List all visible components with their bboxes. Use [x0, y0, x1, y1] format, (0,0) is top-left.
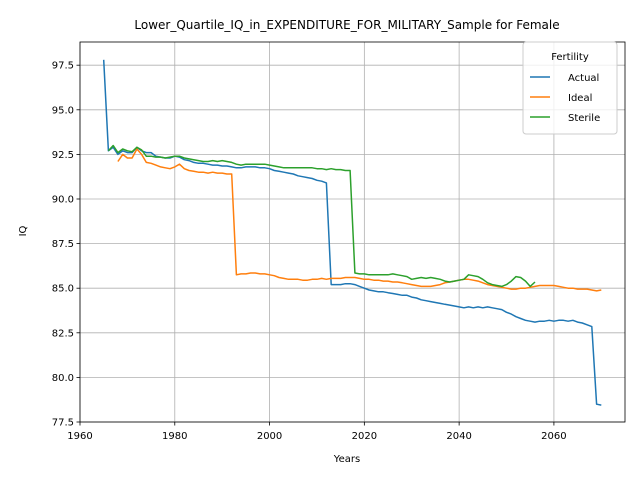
legend-label-actual: Actual — [568, 73, 599, 84]
legend: Fertility Actual Ideal Sterile — [522, 41, 618, 135]
grid — [79, 42, 625, 423]
plot-area-frame — [79, 41, 626, 423]
y-tick-label: 77.5 — [52, 418, 74, 429]
series-lines — [102, 59, 602, 406]
legend-label-ideal: Ideal — [568, 93, 592, 104]
y-tick-label: 85.0 — [52, 284, 74, 295]
y-axis-title: IQ — [18, 225, 29, 236]
legend-box — [522, 41, 618, 135]
chart-title: Lower_Quartile_IQ_in_EXPENDITURE_FOR_MIL… — [134, 18, 559, 32]
series-line-ideal — [117, 148, 602, 292]
series-line-sterile — [107, 144, 536, 288]
x-tick-label: 2020 — [352, 431, 377, 442]
x-axis-ticks: 1960 1980 2000 2020 2040 2060 — [67, 422, 567, 442]
x-tick-label: 2040 — [446, 431, 471, 442]
legend-label-sterile: Sterile — [568, 113, 600, 124]
y-tick-label: 90.0 — [52, 194, 74, 205]
y-tick-label: 80.0 — [52, 373, 74, 384]
y-tick-label: 92.5 — [52, 150, 74, 161]
y-tick-label: 95.0 — [52, 105, 74, 116]
x-tick-label: 2000 — [257, 431, 282, 442]
x-tick-label: 1980 — [162, 431, 187, 442]
y-tick-label: 82.5 — [52, 328, 74, 339]
x-axis-title: Years — [333, 454, 360, 465]
legend-title: Fertility — [551, 52, 589, 63]
y-tick-label: 87.5 — [52, 239, 74, 250]
x-tick-label: 1960 — [67, 431, 92, 442]
series-line-actual — [102, 59, 602, 406]
y-axis-ticks: 77.5 80.0 82.5 85.0 87.5 90.0 92.5 95.0 97.5 — [52, 61, 80, 429]
x-tick-label: 2060 — [541, 431, 566, 442]
y-tick-label: 97.5 — [52, 61, 74, 72]
